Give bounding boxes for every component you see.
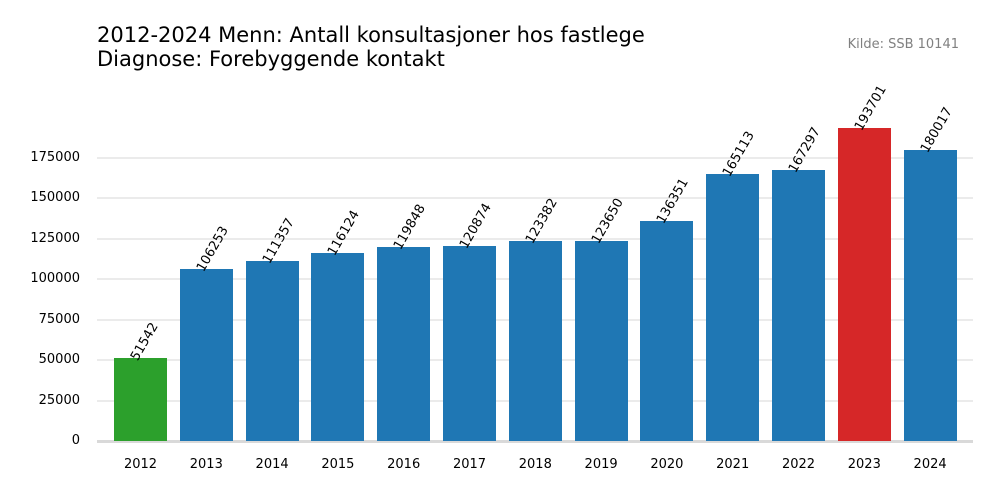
x-tick-label: 2012 <box>123 457 158 472</box>
bar-2014 <box>245 260 299 441</box>
bar-2012 <box>114 357 167 441</box>
x-tick-label: 2015 <box>321 457 355 472</box>
y-tick-label: 75000 <box>38 311 80 327</box>
gridline <box>97 237 973 240</box>
value-label: 106253 <box>193 224 232 275</box>
bar-2019 <box>574 241 628 441</box>
source-label: Kilde: SSB 10141 <box>847 37 959 52</box>
value-label: 120874 <box>457 200 495 252</box>
y-tick-label: 100000 <box>30 271 80 287</box>
x-tick-label: 2021 <box>716 457 750 472</box>
chart-title-line1: 2012-2024 Menn: Antall konsultasjoner ho… <box>97 23 645 47</box>
bar-2013 <box>179 269 233 441</box>
value-label: 165113 <box>720 128 758 180</box>
chart-title: 2012-2024 Menn: Antall konsultasjoner ho… <box>97 23 645 71</box>
value-label: 193701 <box>851 82 890 134</box>
x-tick-label: 2014 <box>255 457 289 472</box>
y-tick-label: 50000 <box>38 352 80 368</box>
y-tick-label: 25000 <box>38 392 80 408</box>
bar-2016 <box>377 247 431 441</box>
y-tick-label: 150000 <box>30 190 80 206</box>
bar-2022 <box>772 170 825 441</box>
y-tick-label: 125000 <box>30 230 80 246</box>
x-tick-label: 2019 <box>584 457 618 472</box>
gridline <box>97 197 973 200</box>
x-axis-line <box>97 440 973 443</box>
x-tick-label: 2023 <box>847 457 881 472</box>
bar-2020 <box>640 220 694 441</box>
x-tick-label: 2020 <box>650 457 684 472</box>
y-tick-label: 175000 <box>30 150 80 165</box>
x-tick-label: 2024 <box>913 457 947 472</box>
value-label: 111357 <box>259 215 298 267</box>
value-label: 51542 <box>128 319 162 364</box>
bar-2015 <box>311 253 365 441</box>
value-label: 116124 <box>325 208 364 259</box>
bar-2021 <box>706 173 760 441</box>
y-tick-label: 0 <box>71 433 80 448</box>
value-label: 180017 <box>917 104 956 156</box>
value-label: 136351 <box>654 175 693 226</box>
x-tick-label: 2022 <box>781 457 816 472</box>
x-tick-label: 2017 <box>452 457 487 472</box>
x-tick-label: 2016 <box>387 457 421 472</box>
bar-2018 <box>508 241 562 441</box>
bar-2023 <box>837 127 891 441</box>
x-tick-label: 2013 <box>189 457 223 472</box>
x-tick-label: 2018 <box>518 457 552 472</box>
bar-2017 <box>443 245 496 441</box>
bar-2024 <box>903 149 957 441</box>
chart-title-line2: Diagnose: Forebyggende kontakt <box>97 47 445 71</box>
value-label: 167297 <box>786 125 824 176</box>
value-label: 119848 <box>391 202 429 253</box>
gridline <box>97 157 973 159</box>
